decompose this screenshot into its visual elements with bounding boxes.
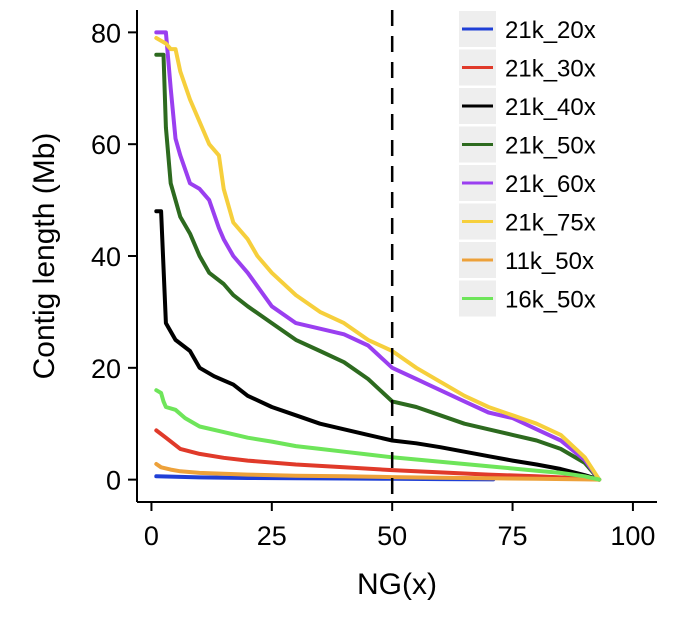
- y-tick-label: 0: [106, 466, 121, 496]
- legend: 21k_20x 21k_30x 21k_40x 21k_50x 21k_60x 21k_7…: [459, 11, 596, 317]
- y-tick-label: 40: [91, 242, 121, 272]
- x-axis-title: NG(x): [357, 568, 437, 601]
- series-line-16k_50x: [154, 388, 602, 482]
- x-tick-label: 50: [377, 521, 407, 551]
- legend-label-21k_60x: 21k_60x: [505, 171, 596, 198]
- y-tick-label: 80: [91, 18, 121, 48]
- series-line-11k_50x: [154, 462, 602, 482]
- series-lines: [154, 30, 602, 482]
- y-axis-title: Contig length (Mb): [28, 133, 61, 380]
- axes: 0 25 50 75 100 0 20 40 60 80: [91, 10, 657, 551]
- legend-label-21k_75x: 21k_75x: [505, 210, 596, 237]
- x-tick-label: 75: [498, 521, 528, 551]
- legend-label-21k_20x: 21k_20x: [505, 17, 596, 44]
- x-tick-label: 0: [144, 521, 159, 551]
- legend-label-16k_50x: 16k_50x: [505, 287, 596, 314]
- series-line-21k_75x: [154, 36, 602, 482]
- y-tick-label: 60: [91, 130, 121, 160]
- legend-label-11k_50x: 11k_50x: [505, 248, 594, 275]
- series-line-21k_50x: [154, 52, 602, 482]
- series-line-21k_30x: [154, 428, 602, 482]
- series-line-21k_40x: [154, 209, 602, 482]
- x-tick-label: 100: [610, 521, 655, 551]
- y-tick-label: 20: [91, 354, 121, 384]
- legend-label-21k_50x: 21k_50x: [505, 133, 596, 160]
- legend-label-21k_30x: 21k_30x: [505, 56, 596, 83]
- series-line-21k_60x: [154, 30, 602, 482]
- legend-label-21k_40x: 21k_40x: [505, 94, 596, 121]
- x-tick-label: 25: [257, 521, 287, 551]
